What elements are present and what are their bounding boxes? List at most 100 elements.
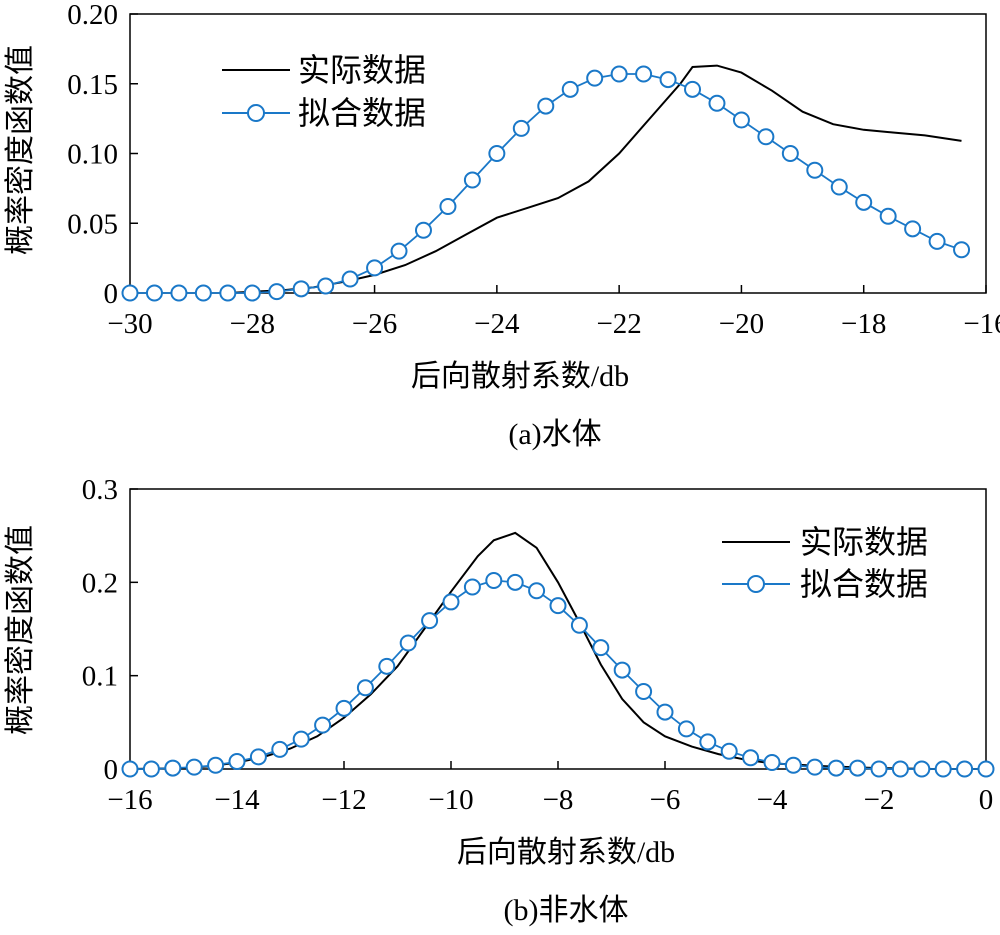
fit-data-point [904, 220, 922, 238]
fit-data-point [849, 759, 867, 777]
fit-data-point [185, 758, 203, 776]
fit-data-point [806, 758, 824, 776]
x-tick-label: 0 [979, 784, 994, 816]
fit-data-point [635, 65, 653, 83]
x-tick-label: −30 [107, 308, 152, 340]
fit-data-point [249, 748, 267, 766]
fit-data-point [570, 616, 588, 634]
fit-data-point [586, 69, 604, 87]
x-tick-label: −14 [214, 784, 260, 816]
fit-data-point [271, 740, 289, 758]
fit-data-point [207, 756, 225, 774]
fit-data-point [292, 280, 310, 298]
fit-data-point [243, 284, 261, 302]
fit-data-point [512, 119, 530, 137]
x-tick-label: −16 [107, 784, 152, 816]
y-tick-label: 0.1 [82, 661, 118, 693]
fit-data-point [121, 760, 139, 778]
fit-data-point [763, 753, 781, 771]
fit-data-point [378, 657, 396, 675]
legend-label-fit: 拟合数据 [298, 95, 426, 131]
fit-data-point [806, 161, 824, 179]
fit-data-point [366, 259, 384, 277]
fit-data-point [656, 703, 674, 721]
y-tick-label: 0.3 [82, 474, 118, 506]
fit-data-point [870, 760, 888, 778]
plot-area [121, 531, 995, 778]
fit-data-point [399, 634, 417, 652]
fit-data-point [934, 760, 952, 778]
x-tick-label: −6 [650, 784, 681, 816]
y-tick-label: 0.05 [67, 208, 118, 240]
fit-data-point [592, 639, 610, 657]
fit-data-point [439, 198, 457, 216]
fit-data-point [268, 283, 286, 301]
fit-data-point [879, 207, 897, 225]
fit-data-point [784, 756, 802, 774]
fit-data-point [228, 753, 246, 771]
x-tick-label: −8 [543, 784, 574, 816]
fit-data-point [164, 759, 182, 777]
fit-data-point [659, 71, 677, 89]
fit-data-point [956, 760, 974, 778]
fit-data-point [121, 284, 139, 302]
y-axis-label: 概率密度函数值 [4, 45, 37, 255]
y-axis-label: 概率密度函数值 [4, 525, 37, 735]
y-tick-label: 0.20 [67, 0, 118, 31]
x-tick-label: −2 [864, 784, 895, 816]
x-tick-label: −12 [321, 784, 366, 816]
fit-data-point [463, 171, 481, 189]
fit-data-point [414, 221, 432, 239]
fit-data-point [463, 578, 481, 596]
legend-marker-fit [247, 104, 265, 122]
x-tick-label: −4 [757, 784, 788, 816]
fit-data-point [781, 145, 799, 162]
fit-data-point [194, 284, 212, 302]
caption: (a)水体 [508, 418, 601, 451]
fit-data-point [855, 193, 873, 211]
y-tick-label: 0.15 [67, 69, 118, 101]
fit-data-point [528, 582, 546, 600]
fit-data-point [488, 145, 506, 162]
fit-data-point [537, 97, 555, 115]
x-tick-label: −28 [230, 308, 275, 340]
fit-data-point [732, 111, 750, 129]
y-tick-label: 0.2 [82, 567, 118, 599]
fit-data-point [913, 760, 931, 778]
fit-data-point [292, 730, 310, 748]
fit-data-point [891, 760, 909, 778]
fit-data-point [219, 284, 237, 302]
fit-data-point [977, 760, 995, 778]
legend-marker-fit [747, 575, 765, 593]
legend-label-fit: 拟合数据 [800, 566, 928, 602]
legend-label-actual: 实际数据 [800, 524, 928, 560]
legend-label-actual: 实际数据 [298, 52, 426, 88]
fit-data-point [335, 699, 353, 717]
x-tick-label: −20 [719, 308, 764, 340]
y-tick-label: 0 [104, 278, 119, 310]
legend: 实际数据 拟合数据 [222, 52, 426, 131]
fit-data-point [677, 720, 695, 738]
fit-data-point [561, 80, 579, 98]
x-axis-ticks: −30 −28 −26 −24 −22 −20 −18 −16 [107, 285, 1000, 340]
fit-data-point [684, 80, 702, 98]
fit-data-point [699, 733, 717, 751]
fit-data-point [613, 661, 631, 679]
fit-data-point [170, 284, 188, 302]
fit-data-point [314, 716, 332, 734]
legend: 实际数据 拟合数据 [722, 524, 928, 602]
fit-data-point [390, 242, 408, 260]
x-tick-label: −22 [596, 308, 641, 340]
plot-frame [129, 13, 987, 294]
x-tick-label: −16 [963, 308, 1000, 340]
fit-data-point [928, 232, 946, 250]
fit-data-point [720, 742, 738, 760]
fit-data-point [506, 573, 524, 591]
x-tick-label: −18 [841, 308, 886, 340]
y-axis-ticks: 0 0.05 0.10 0.15 0.20 [67, 0, 138, 310]
x-axis-label: 后向散射系数/db [411, 360, 629, 393]
fit-data-point [549, 597, 567, 615]
fit-data-point [317, 277, 335, 295]
y-axis-ticks: 0 0.1 0.2 0.3 [82, 474, 138, 786]
